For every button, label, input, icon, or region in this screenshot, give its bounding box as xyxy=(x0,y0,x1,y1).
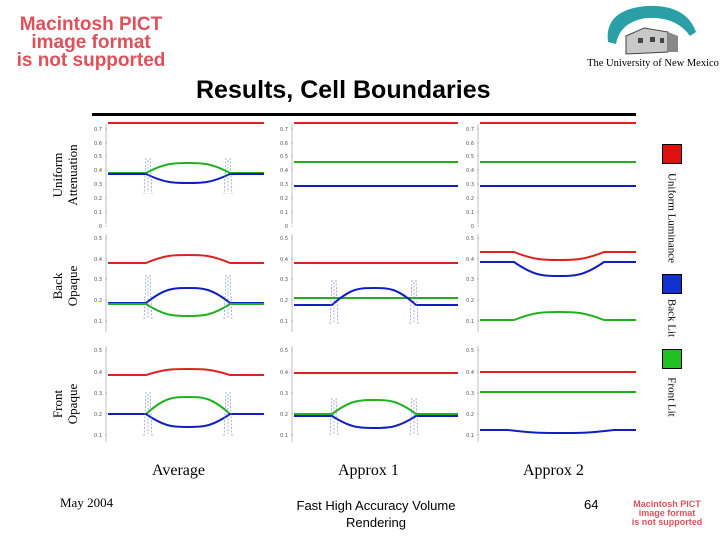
series-line-blue xyxy=(108,173,264,185)
series-line-red xyxy=(108,253,264,264)
swatch-uniform-luminance xyxy=(662,144,682,164)
series-line-blue xyxy=(480,261,636,278)
tick-label: 0.1 xyxy=(466,210,474,216)
tick-label: 0.3 xyxy=(280,182,288,188)
tick-label: 0.2 xyxy=(94,412,102,418)
footer-title-line: Rendering xyxy=(346,515,406,530)
pict-line: is not supported xyxy=(631,517,703,527)
tick-label: 0.6 xyxy=(466,141,474,147)
tick-label: 0.2 xyxy=(466,196,474,202)
tick-label: 0.1 xyxy=(94,210,102,216)
tick-label: 0.3 xyxy=(94,277,102,283)
tick-label: 0.4 xyxy=(94,370,102,376)
pict-line: Macintosh PICT xyxy=(633,499,701,509)
title-rule xyxy=(92,113,636,116)
page-title: Results, Cell Boundaries xyxy=(196,76,491,104)
tick-label: 0.4 xyxy=(280,370,288,376)
tick-label: 0.3 xyxy=(280,277,288,283)
tick-label: 0.5 xyxy=(466,236,474,242)
tick-label: 0.5 xyxy=(94,154,102,160)
col-label-approx-2: Approx 2 xyxy=(523,462,584,479)
tick-label: 0.2 xyxy=(280,196,288,202)
tick-label: 0.2 xyxy=(94,196,102,202)
tick-label: 0.4 xyxy=(466,257,474,263)
tick-label: 0.7 xyxy=(466,127,474,133)
pict-line: is not supported xyxy=(16,50,166,71)
tick-label: 0.7 xyxy=(280,127,288,133)
tick-label: 0.1 xyxy=(280,433,288,439)
series-line-green xyxy=(294,398,458,415)
series-line-blue xyxy=(294,415,458,430)
tick-label: 0.1 xyxy=(94,433,102,439)
approx-spike-trace xyxy=(143,157,233,195)
tick-label: 0.4 xyxy=(280,168,288,174)
tick-label: 0.5 xyxy=(280,348,288,354)
tick-label: 0.7 xyxy=(94,127,102,133)
pict-placeholder-bottom: Macintosh PICT image format is not suppo… xyxy=(622,500,712,527)
series-line-green xyxy=(108,161,264,174)
pict-line: image format xyxy=(638,508,696,518)
approx-spike-trace xyxy=(143,391,233,437)
tick-label: 0.3 xyxy=(94,391,102,397)
tick-label: 0.4 xyxy=(466,168,474,174)
tick-label: 0.5 xyxy=(280,154,288,160)
university-name: The University of New Mexico xyxy=(587,58,719,69)
series-line-blue xyxy=(108,413,264,429)
approx-spike-trace xyxy=(329,279,419,326)
series-line-blue xyxy=(294,286,458,306)
tick-label: 0.4 xyxy=(94,168,102,174)
approx-spike-trace xyxy=(329,397,419,437)
footer-title-line: Fast High Accuracy Volume xyxy=(296,498,456,513)
page-number: 64 xyxy=(584,497,599,512)
tick-label: 0.2 xyxy=(280,412,288,418)
swatch-back-lit xyxy=(662,274,682,294)
tick-label: 0.4 xyxy=(94,257,102,263)
series-line-blue xyxy=(108,286,264,304)
tick-label: 0.1 xyxy=(280,210,288,216)
tick-label: 0.6 xyxy=(94,141,102,147)
tick-label: 0.5 xyxy=(466,348,474,354)
series-line-red xyxy=(480,251,636,261)
swatch-front-lit xyxy=(662,349,682,369)
footer-date: May 2004 xyxy=(60,495,114,510)
tick-label: 0.3 xyxy=(94,182,102,188)
tick-label: 0.1 xyxy=(280,319,288,325)
tick-label: 0.2 xyxy=(466,298,474,304)
pict-line: Macintosh PICT xyxy=(19,14,163,35)
tick-label: 0.2 xyxy=(280,298,288,304)
tick-label: 0.2 xyxy=(94,298,102,304)
tick-label: 0.6 xyxy=(280,141,288,147)
tick-label: 0.5 xyxy=(94,236,102,242)
tick-label: 0.1 xyxy=(466,433,474,439)
pict-placeholder-top: Macintosh PICT image format is not suppo… xyxy=(0,14,182,71)
series-line-green xyxy=(108,303,264,318)
tick-label: 0.5 xyxy=(466,154,474,160)
tick-label: 0.3 xyxy=(280,391,288,397)
series-line-blue xyxy=(480,429,636,434)
university-logo xyxy=(607,5,696,55)
series-line-green xyxy=(480,311,636,321)
tick-label: 0.5 xyxy=(94,348,102,354)
tick-label: 0 xyxy=(99,224,102,230)
tick-label: 0 xyxy=(285,224,288,230)
pict-line: image format xyxy=(31,32,151,53)
series-line-red xyxy=(108,368,264,376)
approx-spike-trace xyxy=(143,274,233,321)
tick-label: 0.3 xyxy=(466,277,474,283)
tick-label: 0.1 xyxy=(94,319,102,325)
tick-label: 0.3 xyxy=(466,391,474,397)
col-label-approx-1: Approx 1 xyxy=(338,462,399,479)
col-label-average: Average xyxy=(152,462,205,479)
tick-label: 0.4 xyxy=(466,370,474,376)
series-line-green xyxy=(108,395,264,415)
tick-label: 0.2 xyxy=(466,412,474,418)
tick-label: 0 xyxy=(471,224,474,230)
footer-title: Fast High Accuracy Volume Rendering xyxy=(286,497,466,531)
tick-label: 0.3 xyxy=(466,182,474,188)
tick-label: 0.5 xyxy=(280,236,288,242)
tick-label: 0.1 xyxy=(466,319,474,325)
tick-label: 0.4 xyxy=(280,257,288,263)
